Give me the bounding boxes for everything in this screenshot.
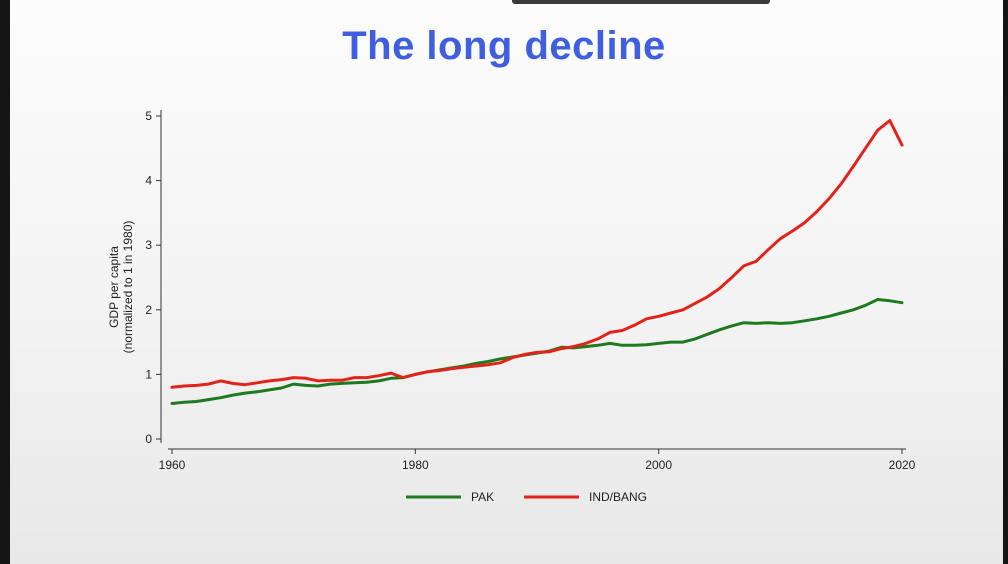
y-axis-title-line: GDP per capita bbox=[107, 246, 121, 328]
video-progress-bar[interactable] bbox=[512, 0, 770, 4]
video-frame-left bbox=[0, 0, 10, 564]
y-axis-title: GDP per capita (normalized to 1 in 1980) bbox=[107, 221, 135, 354]
x-tick-label: 1980 bbox=[402, 458, 429, 472]
x-tick-label: 2020 bbox=[889, 458, 916, 472]
video-frame-right bbox=[1003, 0, 1008, 564]
chart-axes: 0 1 2 3 4 5 1960 1980 2000 2020 bbox=[145, 109, 915, 472]
y-tick-label: 2 bbox=[145, 303, 152, 317]
legend-label: PAK bbox=[471, 490, 494, 504]
y-tick-label: 3 bbox=[145, 238, 152, 252]
chart-legend: PAK IND/BANG bbox=[406, 490, 647, 504]
x-tick-label: 2000 bbox=[645, 458, 672, 472]
legend-label: IND/BANG bbox=[589, 490, 647, 504]
y-tick-label: 5 bbox=[145, 109, 152, 123]
slide-background bbox=[10, 0, 1003, 564]
y-axis-title-line: (normalized to 1 in 1980) bbox=[121, 221, 135, 354]
y-tick-label: 0 bbox=[145, 432, 152, 446]
y-tick-label: 1 bbox=[145, 367, 152, 381]
chart-series-lines bbox=[170, 119, 904, 405]
y-tick-label: 4 bbox=[145, 174, 152, 188]
slide-title: The long decline bbox=[342, 24, 666, 68]
series-line-ind-bang bbox=[170, 119, 904, 389]
x-tick-label: 1960 bbox=[159, 458, 186, 472]
